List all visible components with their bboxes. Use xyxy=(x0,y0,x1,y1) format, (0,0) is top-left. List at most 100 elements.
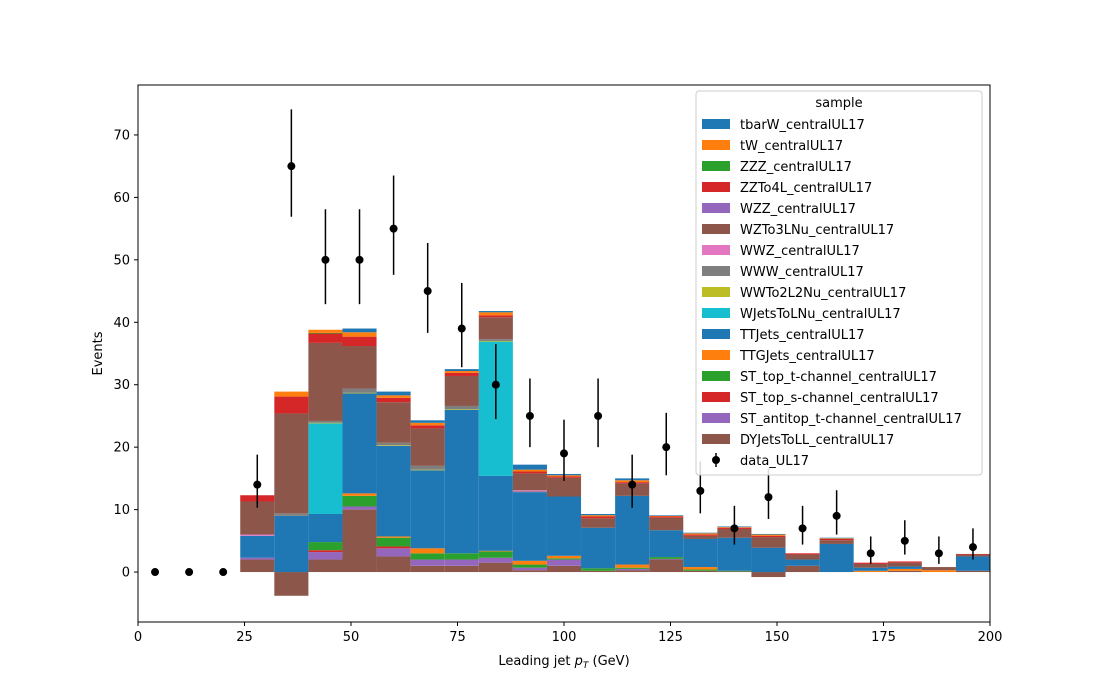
bar-segment-5-8 xyxy=(478,550,513,552)
bar-segment-2-6 xyxy=(410,559,445,566)
legend-box xyxy=(695,90,983,476)
bar-segment-11-21 xyxy=(921,567,956,571)
bar-segment-16-16 xyxy=(751,533,786,535)
bar-segment-13-7 xyxy=(444,372,479,376)
bar-segment-6-22 xyxy=(955,556,990,571)
data-point-7 xyxy=(355,255,364,264)
y-tick-label-8: 70 xyxy=(113,128,130,143)
data-point-3 xyxy=(219,568,228,577)
bar-segment-5-19 xyxy=(853,570,888,573)
bar-segment-5-5 xyxy=(376,536,411,538)
bar-segment-13-11 xyxy=(581,516,616,519)
legend-swatch-14 xyxy=(702,392,730,402)
bar-segment-11-16 xyxy=(751,537,786,548)
bar-segment-15-4 xyxy=(342,332,377,337)
bar-segment-16-11 xyxy=(581,513,616,516)
bar-segment-2-4 xyxy=(342,506,377,510)
bar-segment-11-10 xyxy=(546,477,582,497)
bar-segment-9-4 xyxy=(342,388,377,393)
bar-segment-8-8 xyxy=(478,341,513,342)
legend-swatch-3 xyxy=(702,161,730,171)
bar-segment-1-7 xyxy=(444,565,479,573)
y-tick-label-5: 40 xyxy=(113,316,130,331)
bar-segment-2-12 xyxy=(615,568,650,571)
bar-segment-6-5 xyxy=(376,445,411,537)
bar-segment-15-3 xyxy=(308,329,343,333)
bar-segment-11-2 xyxy=(274,413,309,514)
bar-segment-13-14 xyxy=(683,534,718,536)
bar-segment-11-18 xyxy=(819,540,854,544)
bar-segment-6-1 xyxy=(240,535,275,558)
bar-segment-3-3 xyxy=(308,550,343,553)
x-tick-label-6: 125 xyxy=(658,630,683,645)
x-tick-label-7: 150 xyxy=(765,630,790,645)
bar-segment-6-20 xyxy=(887,566,922,569)
x-tick-label-8: 175 xyxy=(871,630,896,645)
data-point-19 xyxy=(764,493,773,502)
legend-label-10: WJetsToLNu_centralUL17 xyxy=(740,307,901,322)
bar-segment-1-13 xyxy=(649,559,684,573)
bar-segment-9-8 xyxy=(478,339,513,342)
bar-segment-5-6 xyxy=(410,548,445,554)
bar-segment-1-20 xyxy=(887,570,922,573)
bar-segment-1-12 xyxy=(615,570,650,573)
bar-segment-6-11 xyxy=(581,527,616,569)
bar-segment-1-3 xyxy=(308,559,343,573)
bar-segment-11-17 xyxy=(785,554,820,560)
data-point-8 xyxy=(389,224,398,233)
bar-segment-13-9 xyxy=(512,471,547,474)
bar-segment-1-14 xyxy=(683,570,718,573)
legend-swatch-7 xyxy=(702,245,730,255)
bar-segment-6-18 xyxy=(819,543,854,573)
bar-segment-5-10 xyxy=(546,555,582,559)
bar-segment-15-18 xyxy=(819,538,854,539)
x-tick-label-9: 200 xyxy=(978,630,1003,645)
data-point-4 xyxy=(253,480,262,489)
bar-segment-13-4 xyxy=(342,336,377,347)
bar-segment-8-3 xyxy=(308,422,343,424)
data-point-9 xyxy=(423,287,432,296)
bar-segment-6-9 xyxy=(512,492,547,561)
bar-segment-9-3 xyxy=(308,420,343,423)
legend-title: sample xyxy=(815,96,862,111)
y-tick-label-3: 20 xyxy=(113,441,130,456)
bar-segment-13-16 xyxy=(751,535,786,538)
y-tick-label-4: 30 xyxy=(113,378,130,393)
bar-segment-6-3 xyxy=(308,513,343,543)
bar-segment-2-7 xyxy=(444,559,479,566)
bar-segment-4-3 xyxy=(308,542,343,551)
x-title-symbol: p xyxy=(574,654,583,669)
bar-segment-2-10 xyxy=(546,559,582,566)
y-axis-ticks: 0 10 20 30 40 50 60 70 xyxy=(113,128,138,581)
legend-swatch-1 xyxy=(702,119,730,129)
bar-segment-1-2 xyxy=(274,572,309,596)
data-point-1 xyxy=(151,568,160,577)
data-point-13 xyxy=(560,449,568,458)
bar-segment-4-15 xyxy=(717,570,752,572)
bar-segment-5-4 xyxy=(342,493,377,496)
legend-swatch-13 xyxy=(702,371,730,381)
legend-swatch-2 xyxy=(702,140,730,150)
bar-segment-11-14 xyxy=(683,535,718,539)
bar-segment-4-8 xyxy=(478,551,513,558)
bar-segment-6-7 xyxy=(444,409,479,554)
y-tick-label-7: 60 xyxy=(113,191,130,206)
bar-segment-5-21 xyxy=(921,570,956,573)
bar-segment-11-11 xyxy=(581,518,616,528)
legend-swatch-5 xyxy=(702,203,730,213)
bar-segment-16-18 xyxy=(819,537,854,539)
bar-segment-10-9 xyxy=(512,490,547,492)
bar-segment-13-17 xyxy=(785,553,820,555)
bar-segment-4-6 xyxy=(410,553,445,560)
legend-label-data: data_UL17 xyxy=(740,454,809,469)
x-tick-label-3: 50 xyxy=(343,630,360,645)
bar-segment-6-6 xyxy=(410,470,445,549)
bar-segment-11-20 xyxy=(887,562,922,567)
x-tick-label-2: 25 xyxy=(236,630,253,645)
x-axis-title: Leading jet pT (GeV) xyxy=(498,654,629,671)
legend-data-marker xyxy=(712,456,720,464)
bar-segment-4-7 xyxy=(444,553,479,560)
legend-label-16: DYJetsToLL_centralUL17 xyxy=(740,433,894,448)
bar-segment-11-7 xyxy=(444,375,479,406)
data-point-24 xyxy=(934,549,943,558)
